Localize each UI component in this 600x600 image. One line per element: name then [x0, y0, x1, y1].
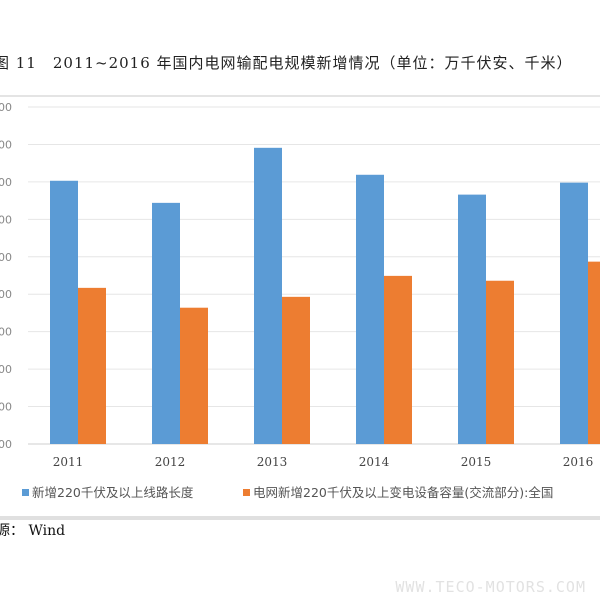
y-tick-label: 00: [0, 251, 12, 264]
legend-item-line-length: 新增220千伏及以上线路长度: [22, 482, 193, 501]
legend-swatch: [22, 489, 29, 496]
bar-2014-series-2: [384, 275, 412, 444]
legend-item-capacity: 电网新增220千伏及以上变电设备容量(交流部分):全国: [243, 482, 553, 501]
legend-swatch: [243, 489, 250, 496]
bar-2014-series-1: [356, 174, 384, 444]
bar-2011-series-2: [78, 287, 106, 444]
x-tick-label: 2013: [257, 455, 288, 469]
bar-2016-series-2: [588, 261, 600, 444]
legend-label: 新增220千伏及以上线路长度: [32, 485, 194, 500]
x-tick-label: 2016: [563, 455, 594, 469]
chart-title: 图 11 2011~2016 年国内电网输配电规模新增情况（单位：万千伏安、千米…: [0, 54, 573, 72]
bar-2013-series-2: [282, 296, 310, 444]
y-tick-label: 00: [0, 363, 12, 376]
legend-label: 电网新增220千伏及以上变电设备容量(交流部分):全国: [253, 485, 554, 500]
divider: [0, 95, 600, 97]
divider: [0, 516, 600, 520]
y-tick-label: 00: [0, 401, 12, 414]
x-tick-label: 2014: [359, 455, 390, 469]
bar-2012-series-2: [180, 307, 208, 444]
y-tick-label: 00: [0, 101, 12, 114]
bar-2011-series-1: [50, 180, 78, 444]
x-tick-label: 2012: [155, 455, 186, 469]
y-tick-label: 00: [0, 326, 12, 339]
y-tick-label: 00: [0, 176, 12, 189]
x-tick-label: 2011: [53, 455, 84, 469]
y-tick-label: 00: [0, 288, 12, 301]
y-tick-label: 00: [0, 213, 12, 226]
bar-2013-series-1: [254, 147, 282, 444]
x-tick-label: 2015: [461, 455, 492, 469]
source-note: 源： Wind: [0, 523, 66, 539]
bar-2012-series-1: [152, 202, 180, 444]
bar-2015-series-2: [486, 280, 514, 444]
bar-2016-series-1: [560, 182, 588, 445]
watermark: WWW.TECO-MOTORS.COM: [395, 578, 586, 596]
y-tick-label: 00: [0, 138, 12, 151]
bar-2015-series-1: [458, 194, 486, 444]
y-tick-label: 00: [0, 438, 12, 451]
